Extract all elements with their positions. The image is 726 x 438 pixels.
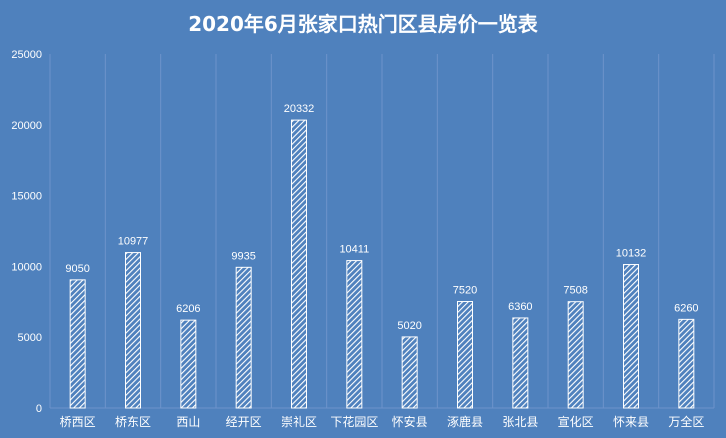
bar-value-label: 10132: [616, 248, 647, 260]
x-tick-label: 宣化区: [558, 414, 594, 429]
y-tick-label: 15000: [11, 191, 42, 203]
x-tick-label: 经开区: [226, 415, 262, 429]
bar: [291, 119, 307, 409]
y-tick-label: 20000: [11, 120, 42, 132]
bar-value-label: 7520: [453, 285, 477, 297]
bar: [401, 336, 418, 409]
y-tick-label: 5000: [18, 332, 42, 344]
x-tick-label: 西山: [176, 415, 200, 429]
x-tick-label: 桥东区: [115, 415, 151, 429]
bar-value-label: 6360: [508, 301, 532, 313]
bar-value-label: 20332: [284, 103, 315, 115]
x-tick-label: 崇礼区: [281, 414, 317, 429]
y-tick-label: 10000: [11, 261, 42, 273]
chart-title: 2020年6月张家口热门区县房价一览表: [188, 12, 538, 36]
x-tick-label: 桥西区: [60, 415, 96, 429]
bar: [623, 264, 639, 409]
x-tick-label: 怀安县: [392, 414, 428, 429]
bar-value-label: 6260: [674, 302, 698, 314]
bar-value-label: 5020: [397, 320, 421, 332]
bar: [457, 301, 473, 409]
bar: [125, 252, 141, 409]
bar: [235, 266, 252, 409]
bar-value-label: 9050: [65, 263, 89, 275]
bar-value-label: 10977: [118, 236, 149, 248]
x-tick-label: 下花园区: [330, 414, 378, 429]
bar: [567, 301, 584, 409]
x-tick-label: 怀来县: [613, 415, 649, 429]
x-tick-label: 涿鹿县: [447, 414, 483, 429]
bar-value-label: 10411: [339, 244, 369, 256]
bar: [678, 318, 695, 409]
bar: [69, 279, 86, 409]
y-tick-label: 25000: [11, 49, 42, 61]
x-tick-label: 万全区: [668, 414, 704, 429]
bar-value-label: 9935: [231, 250, 255, 262]
x-tick-label: 张北县: [502, 415, 538, 429]
bar-value-label: 6206: [176, 303, 200, 315]
y-tick-label: 0: [36, 403, 42, 415]
bar: [346, 260, 363, 409]
bar: [180, 319, 197, 409]
bar-value-label: 7508: [563, 285, 587, 297]
bar: [512, 317, 529, 409]
